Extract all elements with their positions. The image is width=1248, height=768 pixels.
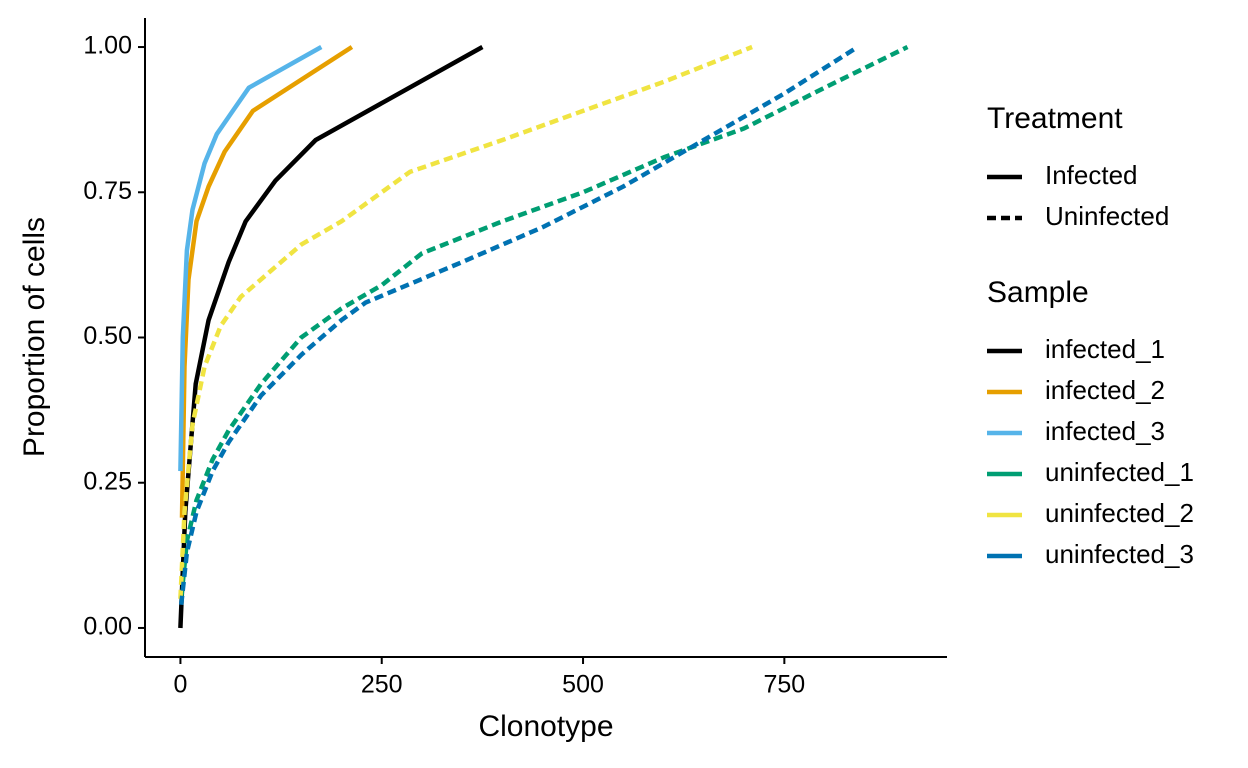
x-axis-title: Clonotype xyxy=(478,710,613,743)
y-tick-label: 0.00 xyxy=(83,613,132,641)
legend-label: infected_3 xyxy=(1045,416,1165,446)
y-axis-title: Proportion of cells xyxy=(18,217,51,457)
x-tick-label: 750 xyxy=(763,671,805,699)
y-tick-label: 1.00 xyxy=(83,32,132,60)
legend-label: infected_2 xyxy=(1045,375,1165,405)
series-line xyxy=(178,45,859,605)
series-line xyxy=(178,44,909,600)
series-line xyxy=(178,45,323,472)
series-line xyxy=(178,45,484,629)
legend-label: Infected xyxy=(1045,160,1138,190)
legend-title: Treatment xyxy=(987,102,1123,135)
x-tick-label: 250 xyxy=(361,671,403,699)
x-tick-label: 500 xyxy=(562,671,604,699)
legend-label: uninfected_3 xyxy=(1045,539,1194,569)
legend-label: uninfected_2 xyxy=(1045,498,1194,528)
legend-title: Sample xyxy=(987,276,1089,309)
y-tick-label: 0.25 xyxy=(83,467,132,495)
x-tick-label: 0 xyxy=(173,671,187,699)
series-line xyxy=(179,45,354,518)
legend-label: uninfected_1 xyxy=(1045,457,1194,487)
legend-label: infected_1 xyxy=(1045,334,1165,364)
y-tick-label: 0.50 xyxy=(83,322,132,350)
series-line xyxy=(178,44,753,600)
y-tick-label: 0.75 xyxy=(83,177,132,205)
legend-label: Uninfected xyxy=(1045,201,1169,231)
